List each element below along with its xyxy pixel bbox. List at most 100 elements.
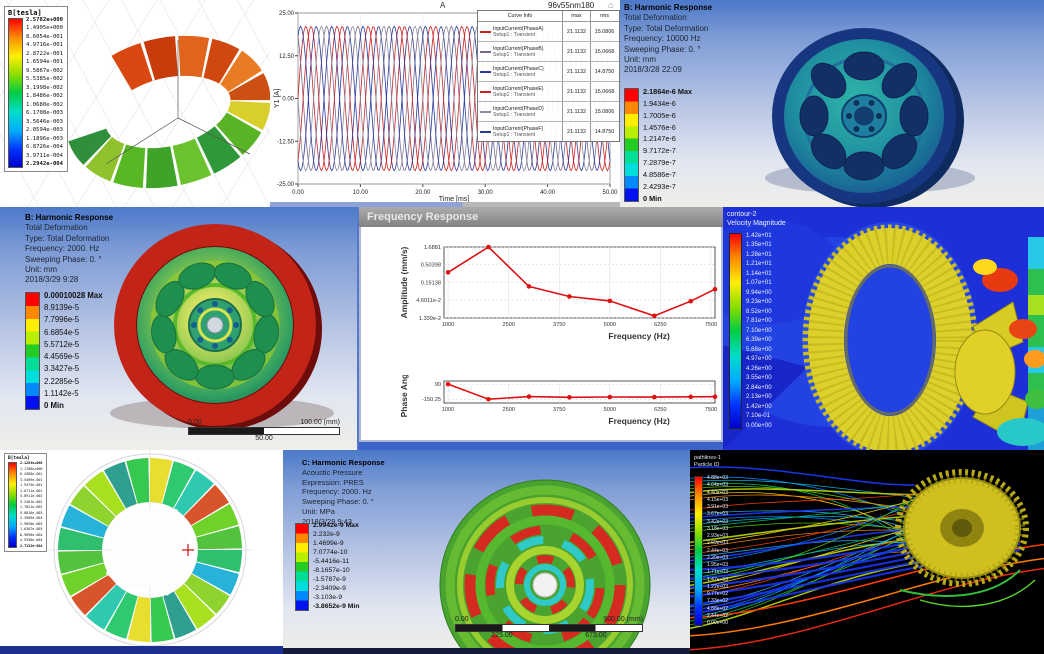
colorbar-label: 8.9139e-5 <box>44 303 80 313</box>
colorbar-label: 1.07e+01 <box>746 279 772 287</box>
colorbar-label: 2.7132e-004 <box>20 543 43 548</box>
curve-setup: Setup1 : Transient <box>493 91 536 98</box>
curve-name: InputCurrent(PhaseF) <box>493 125 544 132</box>
svg-text:7500: 7500 <box>705 407 717 413</box>
colorbar-label: 3.5646e-003 <box>26 118 64 125</box>
curve-color-swatch <box>480 90 491 93</box>
svg-text:6250: 6250 <box>654 322 666 328</box>
colorbar-label: 0.00010028 Max <box>44 291 103 300</box>
header-line: Expression: PRES <box>302 477 364 487</box>
header-line: Frequency: 10000 Hz <box>624 34 701 44</box>
svg-text:1.339e-2: 1.339e-2 <box>419 316 441 322</box>
colorbar-label: 2.13e+00 <box>746 393 772 401</box>
panel-acoustic-pressure: C: Harmonic Response Acoustic Pressure Exp… <box>283 450 690 654</box>
header-line: Total Deformation <box>624 13 687 23</box>
colorbar-label: 2.9650e-003 <box>20 521 43 526</box>
wheel-render-blue <box>765 28 975 207</box>
curve-name: InputCurrent(PhaseD) <box>493 105 544 112</box>
colorbar-label: 2.84e+00 <box>746 383 772 391</box>
colorbar-label: 2.1864e-6 Max <box>643 87 693 96</box>
svg-text:2500: 2500 <box>502 407 514 413</box>
curve-setup: Setup1 : Transient <box>493 111 536 118</box>
window-titlebar[interactable]: Frequency Response <box>359 207 723 227</box>
velocity-colorbar: 1.42e+01 1.35e+01 1.28e+01 1.21e+01 1.14e+01… <box>729 232 772 429</box>
field-legend: B[tesla] 2.1283e+000 1.1706e+000 6.4380e-0… <box>4 453 48 552</box>
panel-current-waveforms: 0.00 10.00 20.00 30.00 40.00 50.00 25.00 12.50 0… <box>270 0 620 207</box>
colorbar-label: 9.94e+00 <box>746 288 772 296</box>
svg-text:12.50: 12.50 <box>279 54 295 60</box>
ruler-bar <box>455 624 643 632</box>
colorbar-label: 9.23e+00 <box>746 298 772 306</box>
colorbar-label: 3.1998e-002 <box>26 84 64 91</box>
colorbar-label: 2.93e+03 <box>707 533 728 539</box>
colorbar-label: 2.8722e-001 <box>26 50 64 57</box>
colorbar <box>8 18 23 168</box>
colorbar <box>295 523 309 611</box>
colorbar-label: 0 Min <box>643 193 662 203</box>
colorbar-label: -1.5787e-9 <box>313 576 346 584</box>
svg-text:7500: 7500 <box>705 322 717 328</box>
colorbar-label: 5.68e+00 <box>746 345 772 353</box>
curve-setup: Setup1 : Transient <box>493 131 536 138</box>
colorbar-label: 2.2942e-004 <box>26 161 64 168</box>
header-line: B: Harmonic Response <box>25 213 114 222</box>
svg-text:Y1 [A]: Y1 [A] <box>274 89 281 108</box>
colorbar-label: 4.9330e-004 <box>20 538 43 542</box>
svg-text:-150.25: -150.25 <box>422 397 441 403</box>
svg-text:90: 90 <box>435 382 441 388</box>
amplitude-chart: 1000 2500 3750 5000 6250 7500 1.6881 0.50398 0.1… <box>399 244 718 341</box>
ruler-end: 100.00 (mm) <box>300 419 340 426</box>
header-line: Acoustic Pressure <box>302 467 363 477</box>
colorbar-label: 3.2401e-002 <box>20 499 43 504</box>
header-line: Sweeping Phase: 0. ° <box>624 44 701 54</box>
colorbar-label: 3.18e+03 <box>707 525 728 532</box>
colorbar-label: 8.6054e-001 <box>26 33 64 40</box>
window-body: 1000 2500 3750 5000 6250 7500 1.6881 0.50398 0.1… <box>361 227 721 440</box>
curve-color-swatch <box>480 110 491 113</box>
legend-row: InputCurrent(PhaseA) Setup1 : Transient … <box>478 22 619 42</box>
window-title: Frequency Response <box>367 211 479 223</box>
colorbar-label: 1.21e+01 <box>746 260 772 268</box>
colorbar-label: 8.52e+00 <box>746 307 772 315</box>
colorbar-label: 1.0711e-001 <box>20 488 43 493</box>
header-line: 2018/3/28 22:09 <box>624 65 682 75</box>
colorbar-label: 1.9434e-6 <box>643 98 676 108</box>
plot-title: 96v55nm180 <box>548 1 595 10</box>
curve-color-swatch <box>480 130 491 133</box>
colorbar <box>694 476 703 626</box>
curve-name-cell: InputCurrent(PhaseD) Setup1 : Transient <box>478 102 563 121</box>
curve-name: InputCurrent(PhaseB) <box>493 45 544 52</box>
svg-text:0.50398: 0.50398 <box>421 263 441 269</box>
colorbar-label: 2.44e+03 <box>707 547 728 554</box>
home-icon: ⌂ <box>608 0 614 10</box>
colorbar-label: 3.42e+03 <box>707 518 728 525</box>
curve-setup: Setup1 : Transient <box>493 71 536 78</box>
header-line: Frequency: 2000. Hz <box>25 244 100 254</box>
header-line: Unit: mm <box>624 54 656 64</box>
legend-header-max: max <box>563 11 591 21</box>
header-line: Total Deformation <box>25 223 88 233</box>
svg-text:0.15138: 0.15138 <box>421 280 441 286</box>
curve-rms-value: 14.8750 <box>594 68 615 75</box>
colorbar-label: 2.0594e-003 <box>26 127 64 134</box>
colorbar-label: 1.6307e-003 <box>20 527 43 531</box>
svg-text:40.00: 40.00 <box>540 190 556 196</box>
colorbar-label: 1.1896e-003 <box>26 135 64 142</box>
cfd-contour-scene <box>723 207 1044 450</box>
colorbar-label: 5.3909e-003 <box>20 516 43 520</box>
colorbar-label: 1.35e+01 <box>746 241 772 249</box>
svg-text:1000: 1000 <box>442 407 454 413</box>
colorbar-label: 9.8016e-003 <box>20 510 43 515</box>
colorbar-label: 1.28e+01 <box>746 250 772 258</box>
curve-max-value: 21.1132 <box>563 82 591 101</box>
svg-text:6250: 6250 <box>654 407 666 413</box>
colorbar-label: 9.77e+02 <box>707 591 728 597</box>
curve-max-value: 21.1132 <box>563 42 591 61</box>
colorbar-label: 7.0774e-10 <box>313 549 348 557</box>
colorbar-label: 6.1708e-003 <box>26 110 64 117</box>
streamlines-render <box>690 466 1044 651</box>
ruler-mid: 50.00 <box>255 435 273 442</box>
torus-coil-render <box>68 35 270 189</box>
svg-text:1000: 1000 <box>442 322 454 328</box>
field-legend-title: B[tesla] <box>8 9 42 17</box>
